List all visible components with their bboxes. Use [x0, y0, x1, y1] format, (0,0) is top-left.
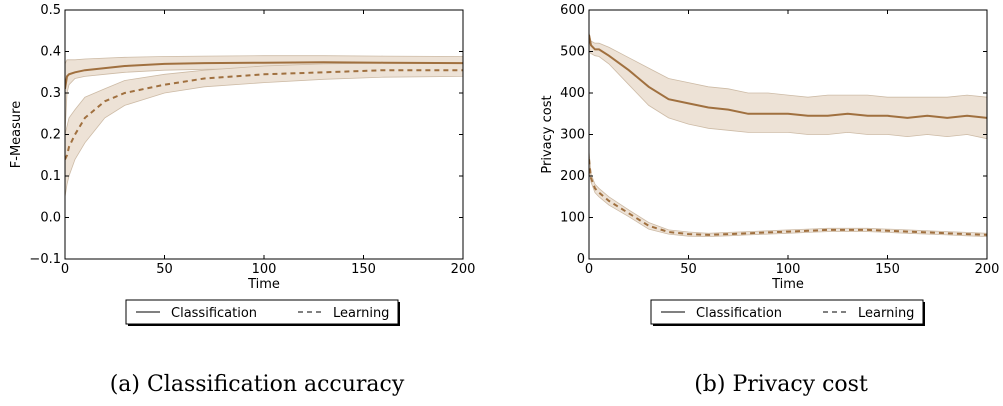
- x-tick-label: 0: [61, 262, 69, 277]
- y-tick-label: −0.1: [29, 252, 61, 267]
- x-tick-label: 100: [776, 262, 801, 277]
- y-tick-label: 100: [560, 211, 585, 226]
- y-tick-label: 400: [560, 86, 585, 101]
- figure-caption: (a) Classification accuracy: [110, 372, 405, 397]
- legend-box: [650, 299, 924, 325]
- x-tick-label: 200: [451, 262, 476, 277]
- chart-panel-a: 0 50 100 150 200 −0.1 0.0 0.1 0.2 0.3 0.4 0.5 Time F-…: [9, 3, 475, 397]
- y-tick-label: 0.2: [40, 128, 61, 143]
- plot-data: [65, 55, 463, 197]
- y-axis-label: F-Measure: [9, 101, 24, 168]
- chart-panel-b: 0 50 100 150 200 0 100 200 300 400 500 600 Time Priva…: [540, 3, 999, 397]
- x-tick-label: 150: [351, 262, 376, 277]
- x-tick-label: 0: [585, 262, 593, 277]
- legend-box: [125, 299, 399, 325]
- plot-frame: [64, 9, 464, 260]
- x-tick-label: 50: [156, 262, 173, 277]
- legend-item-classification: Classification: [171, 306, 257, 321]
- plot-data: [589, 32, 987, 238]
- legend-item-classification: Classification: [696, 306, 782, 321]
- x-tick-label: 50: [680, 262, 697, 277]
- y-tick-label: 500: [560, 45, 585, 60]
- x-tick-label: 150: [875, 262, 900, 277]
- band-classification: [589, 32, 987, 140]
- band-learning: [65, 62, 463, 197]
- x-axis-label: Time: [247, 277, 280, 292]
- band-learning: [589, 151, 987, 238]
- legend-item-learning: Learning: [858, 306, 914, 321]
- y-tick-label: 0.0: [40, 211, 61, 226]
- y-tick-label: 200: [560, 169, 585, 184]
- figure-caption: (b) Privacy cost: [694, 372, 868, 397]
- y-tick-label: 0.4: [40, 45, 61, 60]
- x-tick-label: 100: [252, 262, 277, 277]
- series-line-learning: [589, 159, 987, 236]
- y-tick-label: 0: [577, 252, 585, 267]
- series-line-learning: [65, 69, 463, 160]
- series-line-classification: [589, 34, 987, 119]
- series-line-classification: [65, 61, 463, 89]
- y-tick-label: 0.5: [40, 3, 61, 18]
- x-axis-label: Time: [771, 277, 804, 292]
- legend: Classification Learning: [650, 299, 925, 326]
- y-axis-label: Privacy cost: [540, 95, 555, 173]
- y-tick-label: 0.1: [40, 169, 61, 184]
- x-tick-label: 200: [975, 262, 1000, 277]
- y-tick-label: 300: [560, 128, 585, 143]
- y-tick-label: 600: [560, 3, 585, 18]
- y-tick-label: 0.3: [40, 86, 61, 101]
- legend-item-learning: Learning: [333, 306, 389, 321]
- legend: Classification Learning: [125, 299, 400, 326]
